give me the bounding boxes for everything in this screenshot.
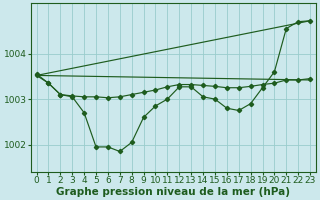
X-axis label: Graphe pression niveau de la mer (hPa): Graphe pression niveau de la mer (hPa) xyxy=(56,187,290,197)
